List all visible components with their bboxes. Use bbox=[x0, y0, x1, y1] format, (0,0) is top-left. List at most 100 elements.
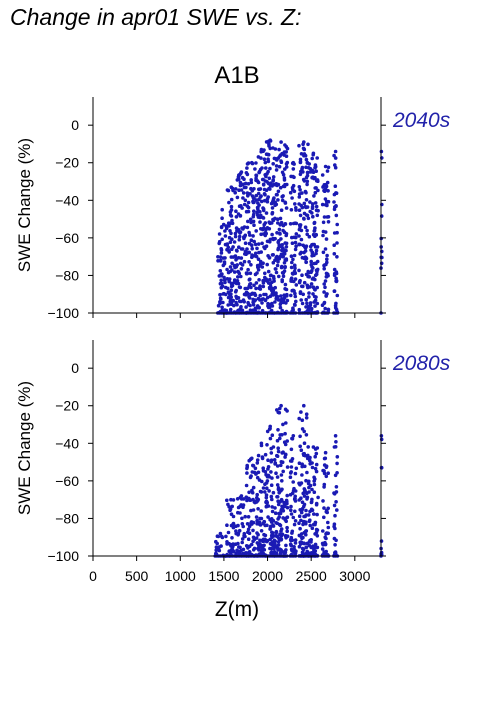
x-tick-label: 2500 bbox=[296, 568, 327, 584]
x-tick-label: 0 bbox=[89, 568, 97, 584]
data-point bbox=[246, 182, 251, 186]
y-tick-label: 0 bbox=[71, 117, 79, 133]
data-point bbox=[264, 188, 269, 192]
data-point bbox=[322, 189, 327, 193]
data-point bbox=[312, 229, 317, 233]
data-point bbox=[294, 244, 298, 248]
data-point bbox=[332, 273, 337, 278]
data-point bbox=[234, 256, 239, 261]
data-point bbox=[260, 456, 265, 461]
data-point bbox=[310, 465, 315, 470]
data-point bbox=[257, 548, 261, 552]
data-point bbox=[308, 285, 312, 289]
data-point bbox=[242, 259, 247, 264]
data-point bbox=[238, 545, 242, 550]
data-point bbox=[289, 535, 294, 540]
data-point bbox=[323, 542, 328, 546]
data-point bbox=[284, 241, 289, 246]
data-point bbox=[260, 166, 264, 170]
data-point bbox=[297, 192, 302, 196]
data-point bbox=[256, 507, 260, 511]
data-point bbox=[288, 222, 293, 226]
data-point bbox=[307, 479, 311, 484]
data-point bbox=[231, 298, 235, 303]
data-point bbox=[307, 234, 312, 239]
data-point bbox=[270, 292, 275, 297]
data-point bbox=[312, 294, 317, 299]
data-point bbox=[262, 192, 267, 196]
data-point bbox=[231, 245, 235, 249]
data-point bbox=[322, 456, 327, 461]
data-point bbox=[238, 214, 243, 218]
data-point bbox=[304, 433, 309, 437]
data-point bbox=[234, 300, 238, 305]
data-point bbox=[302, 490, 307, 494]
data-point bbox=[249, 178, 253, 182]
data-point bbox=[308, 483, 313, 488]
data-point bbox=[218, 296, 223, 301]
data-point bbox=[335, 222, 340, 227]
data-point bbox=[290, 271, 295, 276]
data-point bbox=[238, 180, 243, 185]
data-point bbox=[226, 530, 231, 535]
data-point bbox=[323, 306, 328, 311]
data-point bbox=[300, 418, 305, 423]
data-point bbox=[305, 497, 309, 501]
data-point bbox=[299, 250, 303, 255]
data-point bbox=[298, 291, 303, 296]
data-point bbox=[293, 303, 297, 307]
data-point bbox=[323, 247, 328, 251]
data-point bbox=[239, 170, 244, 174]
data-point bbox=[240, 537, 245, 541]
data-point bbox=[254, 254, 259, 259]
data-point bbox=[302, 451, 307, 456]
data-point bbox=[238, 285, 243, 290]
data-point bbox=[290, 235, 294, 240]
data-point bbox=[250, 456, 254, 461]
data-point bbox=[246, 200, 251, 205]
data-point bbox=[230, 504, 234, 509]
data-point bbox=[269, 451, 274, 455]
data-point bbox=[258, 187, 263, 191]
data-point bbox=[237, 234, 242, 239]
data-point bbox=[283, 431, 287, 436]
data-point bbox=[298, 213, 303, 218]
data-point bbox=[240, 522, 245, 526]
data-point bbox=[294, 549, 298, 553]
data-point bbox=[264, 493, 269, 497]
data-point bbox=[279, 473, 284, 477]
data-point bbox=[229, 512, 234, 516]
data-point bbox=[251, 528, 255, 533]
data-point bbox=[324, 509, 329, 514]
data-point bbox=[252, 209, 256, 213]
data-point bbox=[280, 479, 284, 483]
data-point bbox=[258, 516, 262, 521]
data-point bbox=[277, 274, 281, 279]
data-point bbox=[252, 239, 256, 244]
data-point bbox=[300, 284, 304, 289]
data-point bbox=[269, 470, 273, 474]
data-point bbox=[219, 225, 224, 230]
data-point bbox=[265, 197, 270, 201]
data-point bbox=[237, 188, 241, 192]
data-point bbox=[297, 143, 301, 148]
data-point bbox=[314, 248, 319, 253]
data-point bbox=[247, 230, 251, 235]
data-point bbox=[322, 290, 326, 294]
data-point bbox=[304, 478, 308, 483]
data-point bbox=[293, 519, 298, 523]
data-point bbox=[271, 518, 276, 523]
data-point bbox=[321, 499, 325, 503]
data-point bbox=[335, 455, 340, 459]
data-point bbox=[258, 210, 262, 214]
data-point bbox=[306, 513, 311, 517]
data-point bbox=[334, 279, 339, 284]
data-point bbox=[276, 446, 281, 451]
data-point bbox=[310, 204, 315, 209]
data-point bbox=[249, 542, 254, 547]
data-point bbox=[262, 157, 267, 161]
data-point bbox=[250, 470, 255, 474]
data-point bbox=[233, 231, 238, 236]
data-point bbox=[261, 486, 266, 490]
